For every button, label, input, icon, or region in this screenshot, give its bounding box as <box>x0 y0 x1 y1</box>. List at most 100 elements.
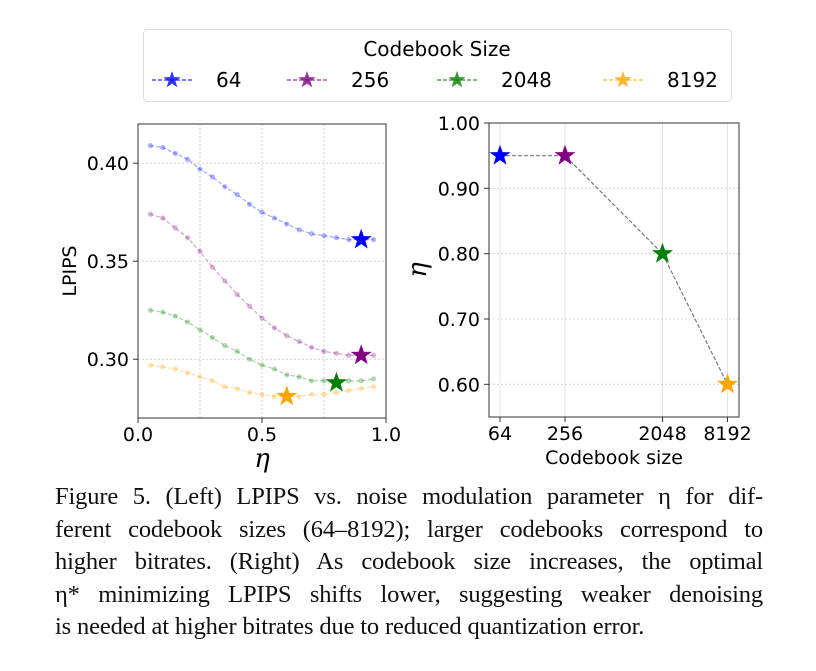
data-point <box>185 319 191 325</box>
optimal-eta-line <box>500 155 729 385</box>
data-point <box>209 378 215 384</box>
data-point <box>147 211 153 217</box>
data-point <box>333 235 339 241</box>
data-point <box>160 364 166 370</box>
data-point <box>209 174 215 180</box>
data-point <box>247 303 253 309</box>
data-point <box>309 344 315 351</box>
data-point <box>234 291 240 298</box>
data-point <box>234 386 240 392</box>
right-ylabel: η <box>403 262 433 278</box>
series-8192 <box>147 362 377 406</box>
legend-entry-64: 64 <box>152 68 241 92</box>
data-point <box>296 393 302 400</box>
legend: Codebook Size 64 256 2048 8192 <box>143 29 732 102</box>
data-point <box>160 215 166 221</box>
y-tick-label: 0.30 <box>87 349 129 371</box>
data-point <box>346 352 352 358</box>
figure-caption: Figure 5. (Left) LPIPS vs. noise modulat… <box>55 481 763 644</box>
data-point <box>309 231 315 237</box>
legend-entry-2048: 2048 <box>437 68 552 92</box>
data-point <box>197 327 203 333</box>
data-point <box>346 378 352 384</box>
right-axes-frame <box>488 122 740 418</box>
x-tick-label: 8192 <box>703 423 751 445</box>
data-point <box>209 335 215 341</box>
caption-line: Figure 5. (Left) LPIPS vs. noise modulat… <box>55 483 763 510</box>
x-tick-label: 256 <box>547 423 583 445</box>
data-point <box>371 384 377 390</box>
data-point <box>222 342 228 349</box>
legend-label: 2048 <box>501 68 552 92</box>
y-tick-label: 0.40 <box>87 153 129 175</box>
data-point <box>160 309 166 315</box>
legend-label: 256 <box>351 68 389 92</box>
data-point <box>197 166 203 172</box>
caption-line: η* minimizing LPIPS shifts lower, sugges… <box>55 580 763 608</box>
y-tick-label: 0.35 <box>87 251 129 273</box>
data-point <box>284 333 290 339</box>
data-point <box>271 366 277 372</box>
data-point <box>271 393 277 400</box>
data-point <box>333 350 339 356</box>
legend-star-icon <box>298 71 316 88</box>
data-point <box>321 391 327 398</box>
y-tick-label: 0.90 <box>438 178 480 200</box>
series-line-64 <box>150 145 374 241</box>
data-point <box>172 313 178 319</box>
data-point <box>259 315 265 321</box>
optimum-star-marker <box>325 371 347 392</box>
x-tick-label: 0.5 <box>247 424 277 446</box>
data-point <box>296 374 302 380</box>
caption-line: higher bitrates. (Right) As codebook siz… <box>55 548 763 575</box>
data-point <box>247 356 253 362</box>
data-point <box>346 237 352 243</box>
x-tick-label: 2048 <box>638 423 686 445</box>
x-tick-label: 0.0 <box>123 424 153 446</box>
data-point <box>296 338 302 345</box>
optimal-eta-star-2048 <box>652 242 673 263</box>
series-line-256 <box>150 213 374 356</box>
y-tick-label: 1.00 <box>438 113 480 135</box>
data-point <box>222 278 228 284</box>
legend-entry-8192: 8192 <box>603 68 718 92</box>
data-point <box>259 362 265 368</box>
data-point <box>371 376 377 382</box>
data-point <box>321 378 327 384</box>
optimum-star-marker <box>350 344 372 365</box>
right-xlabel: Codebook size <box>545 447 683 469</box>
data-point <box>185 370 191 376</box>
left-xlabel: η <box>254 444 270 474</box>
data-point <box>147 142 153 149</box>
x-tick-label: 64 <box>488 423 512 445</box>
data-point <box>147 362 153 368</box>
data-point <box>234 348 240 354</box>
data-point <box>309 378 315 384</box>
data-point <box>371 352 377 358</box>
data-point <box>172 366 178 372</box>
data-point <box>346 387 352 394</box>
data-point <box>284 221 290 227</box>
data-point <box>234 191 240 198</box>
data-point <box>358 386 364 392</box>
data-point <box>147 307 153 313</box>
optimum-star-marker <box>350 228 372 249</box>
optimum-star-marker <box>276 385 298 406</box>
figure: Codebook Size 64 256 2048 8192 0.0 0.5 1.0 0.3… <box>59 29 752 474</box>
series-line-8192 <box>150 364 374 397</box>
data-point <box>185 156 191 162</box>
data-point <box>271 215 277 221</box>
data-point <box>222 184 228 190</box>
optimal-eta-star-64 <box>489 144 511 165</box>
data-point <box>172 150 178 156</box>
data-point <box>172 225 178 231</box>
series-2048 <box>147 307 377 392</box>
series-256 <box>147 211 377 365</box>
data-point <box>259 209 265 215</box>
legend-star-icon <box>614 71 632 88</box>
legend-star-icon <box>163 71 181 88</box>
x-tick-label: 1.0 <box>371 424 401 446</box>
legend-star-icon <box>448 71 466 88</box>
data-point <box>209 264 215 270</box>
data-point <box>259 391 265 398</box>
